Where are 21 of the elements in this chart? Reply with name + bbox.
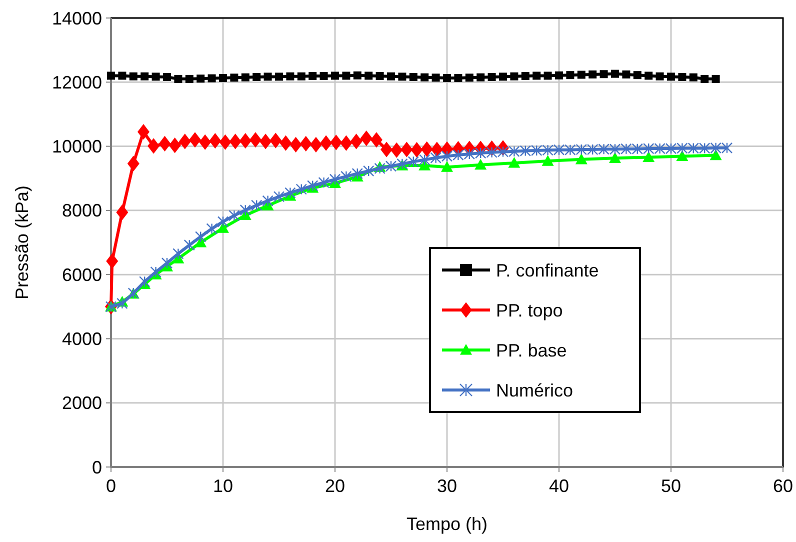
y-tick-label: 12000 xyxy=(52,72,102,92)
y-tick-label: 10000 xyxy=(52,136,102,157)
x-tick-label: 40 xyxy=(548,476,570,496)
x-tick-label: 60 xyxy=(772,476,794,496)
legend-label: Numérico xyxy=(496,380,574,400)
legend-label: PP. base xyxy=(496,340,567,360)
x-tick-label: 10 xyxy=(212,476,234,496)
y-tick-label: 2000 xyxy=(62,393,102,414)
x-tick-label: 20 xyxy=(324,476,346,496)
y-tick-label: 4000 xyxy=(62,329,102,350)
y-tick-label: 0 xyxy=(92,457,102,478)
y-tick-label: 6000 xyxy=(62,264,102,285)
y-axis-title: Pressão (kPa) xyxy=(12,185,32,300)
x-axis-title: Tempo (h) xyxy=(406,514,488,534)
legend-label: PP. topo xyxy=(496,300,563,320)
x-tick-label: 50 xyxy=(660,476,682,496)
legend-label: P. confinante xyxy=(496,260,599,280)
x-tick-label: 0 xyxy=(106,476,116,496)
y-tick-label: 14000 xyxy=(52,8,102,28)
x-tick-label: 30 xyxy=(436,476,458,496)
y-tick-label: 8000 xyxy=(62,200,102,221)
